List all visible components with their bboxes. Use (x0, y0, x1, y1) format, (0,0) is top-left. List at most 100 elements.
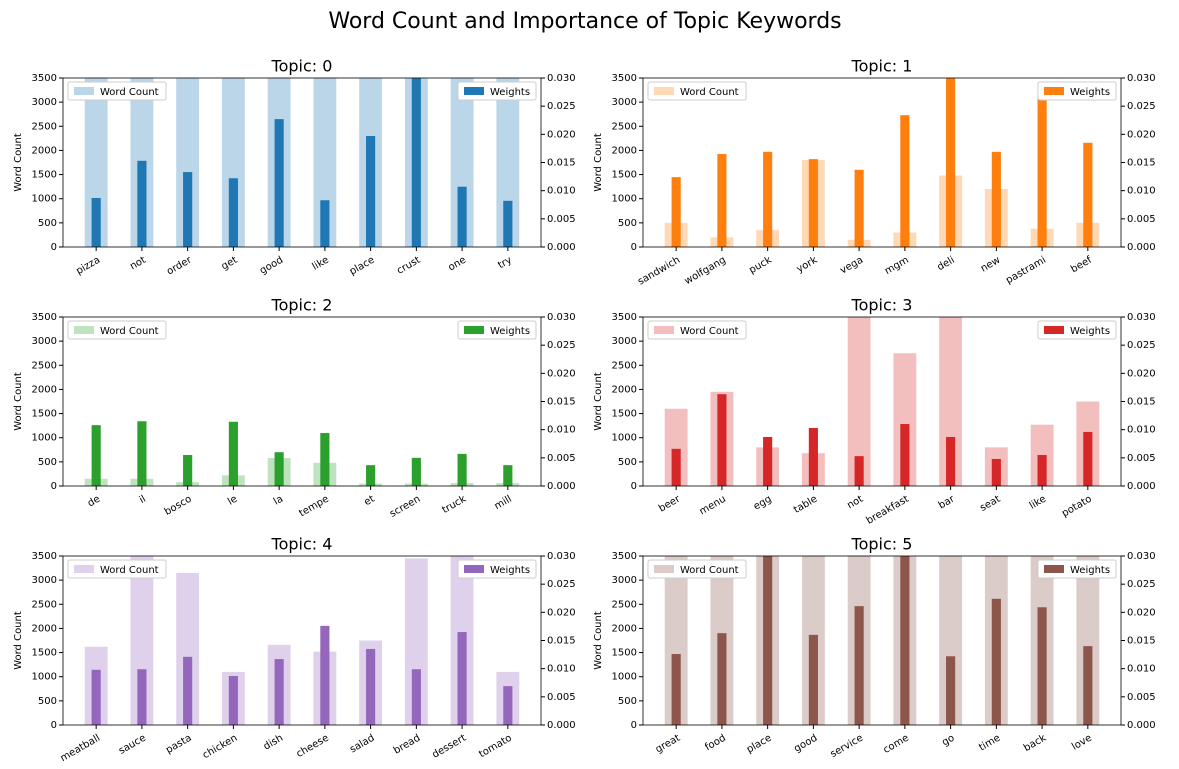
y-axis-label: Word Count (13, 611, 24, 670)
y2-tick-label: 0.005 (1127, 214, 1156, 225)
y2-tick-label: 0.020 (547, 368, 576, 379)
weight-bar (137, 669, 147, 725)
x-tick-label: et (362, 494, 376, 509)
weight-bar (671, 654, 681, 725)
legend-swatch (654, 87, 674, 95)
y-tick-label: 3000 (32, 336, 57, 347)
plot-area (84, 556, 520, 725)
x-tick-label: table (792, 494, 819, 516)
weight-bar (91, 197, 101, 247)
word-count-bar (176, 78, 200, 247)
y2-tick-label: 0.010 (547, 664, 576, 675)
word-count-bar (404, 558, 428, 725)
x-tick-label: il (138, 494, 148, 506)
legend-label: Word Count (680, 565, 739, 576)
legend-swatch (1044, 326, 1064, 334)
x-tick-label: mgm (883, 255, 911, 277)
weight-bar (671, 448, 681, 486)
axes-frame (62, 555, 542, 726)
word-count-bar (176, 572, 200, 725)
weight-bar (900, 556, 910, 725)
y2-tick-label: 0.030 (547, 73, 576, 84)
y-tick-label: 500 (618, 457, 637, 468)
legend-swatch (654, 565, 674, 573)
y2-tick-label: 0.020 (547, 129, 576, 140)
y2-tick-label: 0.010 (1127, 425, 1156, 436)
weight-bar (91, 669, 101, 725)
weight-bar (457, 453, 467, 486)
y-tick-label: 2000 (32, 145, 57, 156)
y-tick-label: 3500 (32, 551, 57, 562)
x-tick-label: puck (747, 255, 773, 277)
x-tick-label: dessert (430, 733, 468, 761)
weight-bar (503, 465, 513, 486)
y2-tick-label: 0.010 (547, 425, 576, 436)
y2-tick-label: 0.000 (547, 720, 576, 731)
weight-bar (991, 151, 1001, 247)
y2-tick-label: 0.025 (547, 101, 576, 112)
weight-bar (854, 169, 864, 247)
x-tick-label: breakfast (865, 494, 911, 527)
legend-label: Weights (490, 87, 530, 98)
word-count-bar (893, 353, 917, 486)
x-tick-label: potato (1060, 494, 1094, 520)
weight-bar (228, 675, 238, 725)
y-tick-label: 2000 (612, 145, 637, 156)
figure-title: Word Count and Importance of Topic Keywo… (328, 9, 841, 34)
y2-tick-label: 0.005 (1127, 453, 1156, 464)
panel-title: Topic: 0 (271, 57, 333, 76)
x-tick-label: new (979, 255, 1002, 275)
y2-tick-label: 0.015 (547, 397, 576, 408)
weight-bar (717, 633, 727, 725)
weight-bar (457, 186, 467, 247)
y2-tick-label: 0.010 (547, 186, 576, 197)
y2-tick-label: 0.015 (1127, 158, 1156, 169)
x-tick-label: crust (395, 255, 422, 277)
panel-title: Topic: 5 (851, 535, 913, 554)
word-count-bar (221, 78, 245, 247)
y-axis-label: Word Count (13, 133, 24, 192)
y2-tick-label: 0.025 (1127, 101, 1156, 112)
axes-frame (642, 316, 1122, 487)
y-tick-label: 2500 (612, 360, 637, 371)
y2-tick-label: 0.015 (1127, 636, 1156, 647)
weight-bar (137, 160, 147, 247)
x-tick-label: one (446, 255, 468, 274)
x-tick-label: salad (348, 733, 377, 756)
x-tick-label: dish (262, 733, 285, 753)
y2-tick-label: 0.000 (1127, 242, 1156, 253)
legend-box (67, 81, 167, 101)
legend-label: Word Count (680, 87, 739, 98)
y-tick-label: 3500 (612, 551, 637, 562)
y-tick-label: 2000 (612, 623, 637, 634)
plot-area (84, 421, 520, 486)
y2-tick-label: 0.030 (1127, 312, 1156, 323)
x-tick-label: back (1022, 733, 1048, 755)
y-tick-label: 2500 (612, 599, 637, 610)
x-tick-label: seat (978, 494, 1002, 514)
weight-bar (183, 455, 193, 486)
x-tick-label: like (1028, 494, 1048, 512)
y-tick-label: 3500 (32, 312, 57, 323)
x-tick-label: get (220, 255, 240, 273)
y2-tick-label: 0.015 (1127, 397, 1156, 408)
word-count-bar (664, 556, 688, 725)
panel-title: Topic: 2 (271, 296, 333, 315)
y-tick-label: 500 (38, 218, 57, 229)
y2-tick-label: 0.025 (1127, 340, 1156, 351)
y-tick-label: 2500 (612, 121, 637, 132)
x-tick-label: sauce (117, 733, 148, 757)
legend-swatch (1044, 565, 1064, 573)
weight-bar (320, 625, 330, 725)
y2-tick-label: 0.025 (1127, 579, 1156, 590)
y-axis-label: Word Count (593, 611, 604, 670)
weight-bar (228, 421, 238, 486)
word-count-bar (939, 556, 963, 725)
y-tick-label: 1500 (32, 648, 57, 659)
legend-box (457, 320, 537, 340)
legend-swatch (464, 87, 484, 95)
y2-tick-label: 0.000 (1127, 720, 1156, 731)
weight-bar (1037, 87, 1047, 247)
legend-swatch (464, 565, 484, 573)
x-tick-label: beef (1069, 254, 1094, 275)
